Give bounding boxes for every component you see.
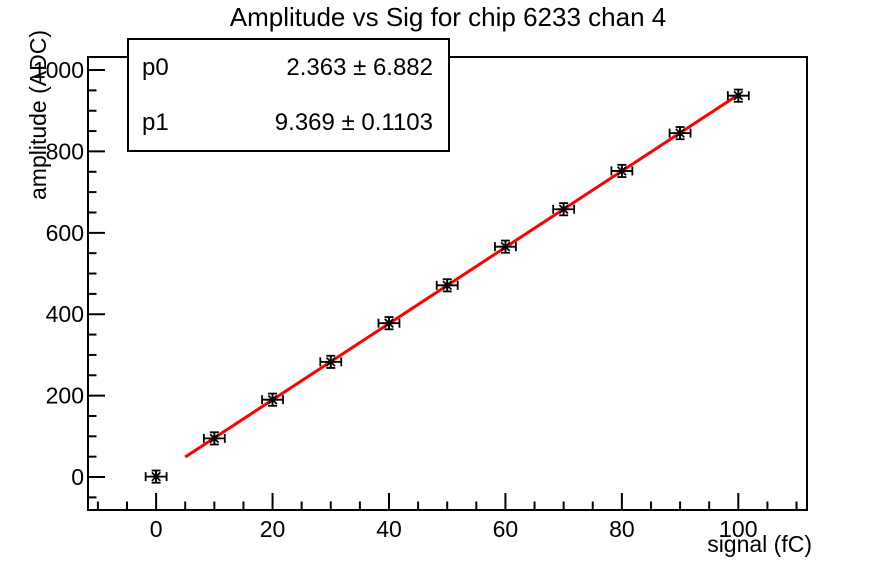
x-tick-label: 100 bbox=[719, 516, 757, 542]
param-value-p0: 2.363 ± 6.882 bbox=[286, 53, 433, 81]
x-tick-label: 80 bbox=[609, 516, 635, 542]
x-tick-label: 0 bbox=[150, 516, 163, 542]
param-name-p0: p0 bbox=[142, 53, 169, 81]
data-point-marker bbox=[267, 394, 278, 405]
stats-row-p0: p0 2.363 ± 6.882 bbox=[129, 54, 448, 82]
y-tick-label: 0 bbox=[71, 464, 84, 490]
param-name-p1: p1 bbox=[142, 108, 169, 136]
data-point-marker bbox=[675, 128, 685, 138]
y-tick-label: 600 bbox=[46, 220, 84, 246]
data-point-marker bbox=[325, 356, 336, 367]
y-axis-title: amplitude (ADC) bbox=[25, 30, 51, 200]
data-point-marker bbox=[151, 471, 161, 482]
data-point-marker bbox=[209, 433, 220, 444]
chart-title: Amplitude vs Sig for chip 6233 chan 4 bbox=[229, 2, 667, 32]
fit-stats-box: p0 2.363 ± 6.882 p1 9.369 ± 0.1103 bbox=[127, 38, 450, 152]
data-point-marker bbox=[733, 90, 744, 101]
x-tick-label: 20 bbox=[260, 516, 286, 542]
data-point-marker bbox=[384, 318, 394, 329]
x-axis-title: signal (fC) bbox=[707, 531, 812, 557]
data-point-marker bbox=[500, 241, 511, 252]
x-tick-label: 60 bbox=[493, 516, 519, 542]
y-tick-label: 200 bbox=[46, 383, 84, 409]
data-point-marker bbox=[616, 166, 627, 176]
fit-line bbox=[184, 93, 740, 459]
param-value-p1: 9.369 ± 0.1103 bbox=[274, 108, 433, 136]
y-tick-label: 1000 bbox=[33, 57, 84, 83]
data-point-marker bbox=[558, 204, 569, 215]
x-tick-label: 40 bbox=[376, 516, 402, 542]
y-tick-label: 400 bbox=[46, 301, 84, 327]
stats-row-p1: p1 9.369 ± 0.1103 bbox=[129, 109, 448, 137]
y-tick-label: 800 bbox=[46, 138, 84, 164]
data-point-marker bbox=[442, 280, 453, 291]
